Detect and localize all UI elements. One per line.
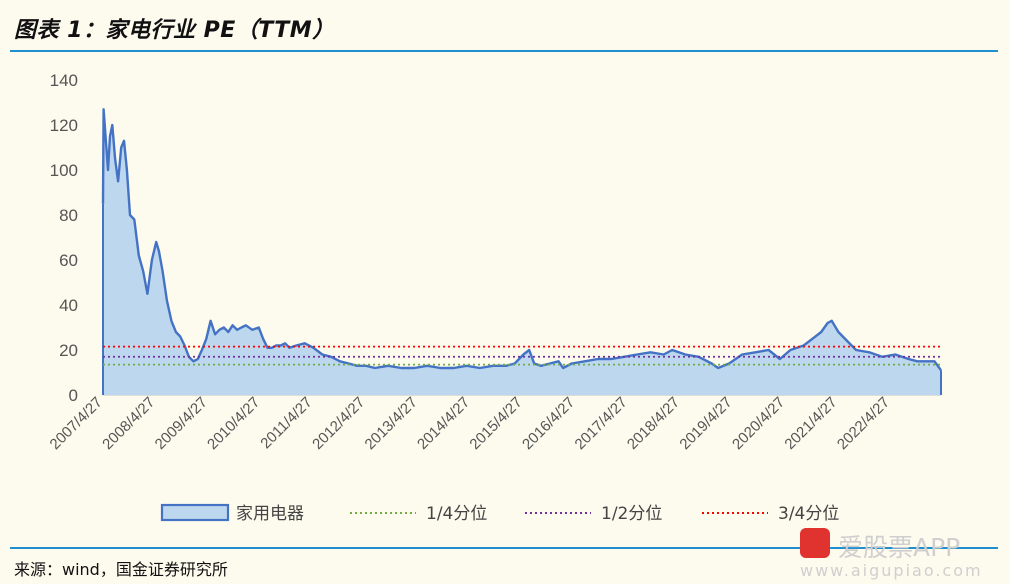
x-tick-label: 2016/4/27 bbox=[519, 394, 578, 453]
legend-swatch-series bbox=[160, 503, 230, 522]
y-tick-label: 80 bbox=[59, 206, 78, 225]
x-tick-label: 2008/4/27 bbox=[99, 394, 158, 453]
x-tick-label: 2013/4/27 bbox=[362, 394, 421, 453]
legend-label-series: 家用电器 bbox=[236, 504, 304, 524]
legend-label-reference: 3/4分位 bbox=[778, 504, 839, 524]
watermark-logo-icon bbox=[800, 528, 830, 558]
x-tick-label: 2012/4/27 bbox=[309, 394, 368, 453]
legend-label-reference: 1/4分位 bbox=[426, 504, 487, 524]
y-tick-label: 0 bbox=[69, 386, 78, 405]
x-tick-label: 2021/4/27 bbox=[781, 394, 840, 453]
y-tick-label: 60 bbox=[59, 251, 78, 270]
x-tick-label: 2009/4/27 bbox=[152, 394, 211, 453]
x-tick-label: 2017/4/27 bbox=[572, 394, 631, 453]
series-area bbox=[103, 109, 941, 396]
series-line bbox=[101, 108, 942, 372]
source-note: 来源：wind，国金证券研究所 bbox=[14, 560, 228, 579]
x-tick-label: 2022/4/27 bbox=[834, 394, 893, 453]
footer-rule bbox=[10, 547, 998, 549]
x-tick-label: 2019/4/27 bbox=[676, 394, 735, 453]
y-tick-label: 140 bbox=[50, 71, 78, 90]
x-tick-label: 2014/4/27 bbox=[414, 394, 473, 453]
x-tick-label: 2010/4/27 bbox=[204, 394, 263, 453]
title-rule bbox=[10, 50, 998, 52]
figure-title: 图表 1：家电行业 PE（TTM） bbox=[14, 18, 335, 43]
watermark-url: www.aigupiao.com bbox=[800, 561, 983, 580]
x-tick-label: 2011/4/27 bbox=[257, 394, 315, 452]
watermark-brand: 爱股票APP bbox=[838, 533, 961, 562]
y-tick-label: 120 bbox=[50, 116, 78, 135]
x-tick-label: 2015/4/27 bbox=[466, 394, 525, 453]
pe-chart: 0204060801001201402007/4/272008/4/272009… bbox=[47, 71, 942, 524]
legend-label-reference: 1/2分位 bbox=[601, 504, 662, 524]
y-tick-label: 40 bbox=[59, 296, 78, 315]
x-tick-label: 2018/4/27 bbox=[624, 394, 683, 453]
watermark: 爱股票APP www.aigupiao.com bbox=[800, 528, 1005, 582]
x-tick-label: 2020/4/27 bbox=[729, 394, 788, 453]
y-tick-label: 20 bbox=[59, 341, 78, 360]
y-tick-label: 100 bbox=[50, 161, 78, 180]
